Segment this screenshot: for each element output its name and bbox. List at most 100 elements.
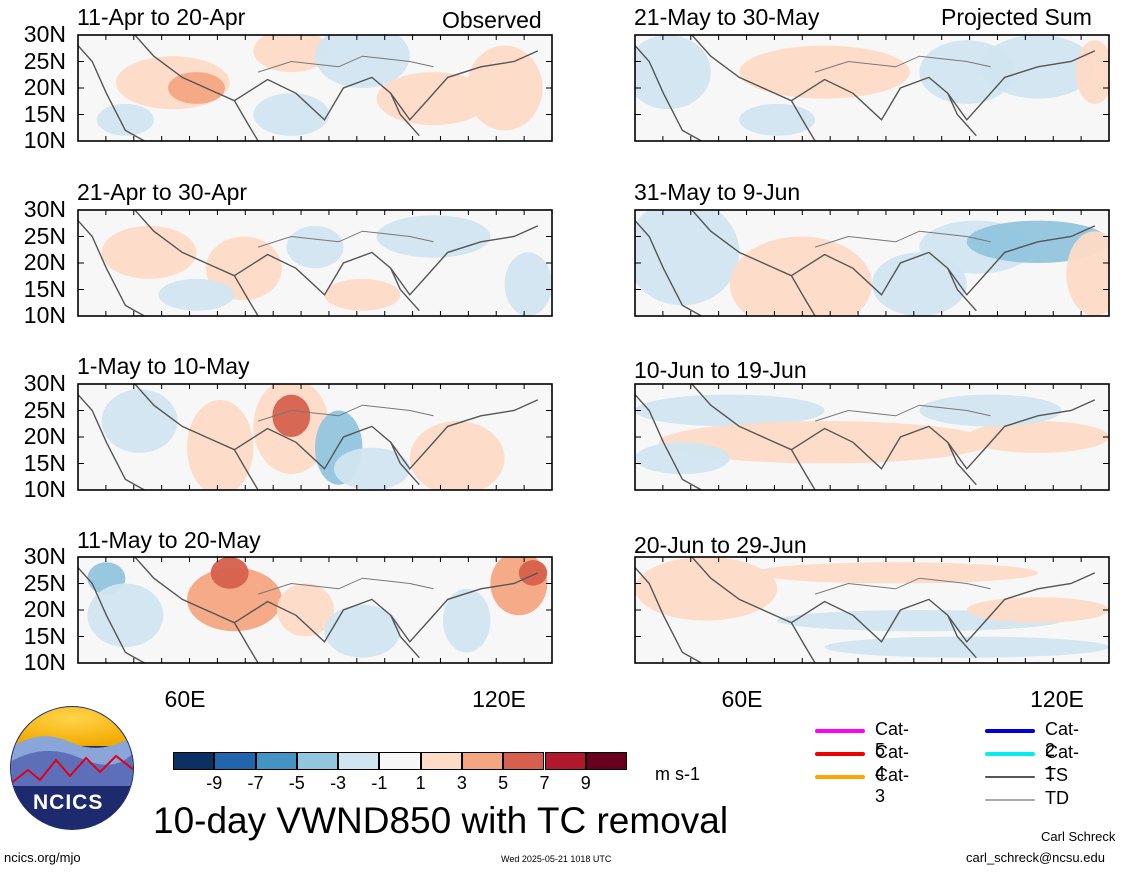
anomaly-contour (101, 389, 178, 453)
coastline (691, 210, 816, 316)
country-border (257, 577, 434, 595)
anomaly-contour (919, 394, 1062, 427)
coastline (691, 384, 816, 490)
coastline (78, 394, 145, 490)
x-tick-label: 120E (1030, 686, 1084, 712)
anomaly-contour (635, 557, 778, 621)
colorbar-tick-label: 9 (580, 773, 591, 793)
anomaly-contour (409, 421, 505, 490)
anomaly-contour (739, 45, 910, 99)
anomaly-contour (205, 236, 282, 301)
map-panel (634, 556, 1110, 664)
colorbar-swatch (503, 752, 545, 770)
coastline (947, 615, 977, 659)
colorbar-tick-label: 1 (415, 773, 426, 793)
anomaly-contour (315, 35, 410, 88)
anomaly-contour (1066, 231, 1109, 316)
logo-text: NCICS (33, 791, 104, 814)
panel-title: 21-Apr to 30-Apr (77, 179, 248, 205)
map-panel (77, 383, 553, 491)
legend-label: Cat-4 (875, 742, 910, 783)
legend-line (815, 775, 865, 779)
anomaly-contour (253, 93, 330, 136)
anomaly-contour (376, 72, 491, 126)
coastline (635, 567, 702, 663)
projected-sum-label: Projected Sum (941, 4, 1092, 30)
country-border (257, 230, 434, 248)
map-panel (634, 34, 1110, 142)
colorbar-tick-label: -7 (247, 773, 264, 793)
anomaly-contour (635, 35, 711, 110)
country-border (814, 55, 991, 73)
y-tick-label: 15N (23, 100, 66, 127)
panel-title: 21-May to 30-May (634, 4, 820, 30)
y-tick-label: 15N (23, 449, 66, 476)
legend-line (985, 776, 1035, 778)
anomaly-contour (324, 604, 401, 658)
legend-line (815, 729, 865, 733)
y-tick-label: 10N (23, 649, 66, 675)
chart-title: 10-day VWND850 with TC removal (153, 800, 729, 841)
y-tick-label: 30N (23, 21, 66, 47)
y-tick-label: 10N (23, 302, 66, 328)
map-panel (634, 209, 1110, 317)
coastline (635, 394, 702, 490)
anomaly-contour (324, 278, 401, 311)
coastline (635, 220, 702, 316)
x-tick-label: 120E (472, 686, 526, 712)
coastline (947, 93, 977, 137)
legend-line (985, 752, 1035, 756)
coastline (635, 45, 702, 141)
y-tick-label: 25N (23, 396, 66, 423)
anomaly-contour (518, 560, 548, 586)
anomaly-contour (333, 447, 410, 490)
coastline (134, 384, 259, 490)
country-border (814, 230, 991, 248)
colorbar-tick-label: 7 (539, 773, 550, 793)
panel-title: 31-May to 9-Jun (634, 179, 801, 205)
colorbar-swatch (338, 752, 380, 770)
coastline (134, 557, 259, 663)
colorbar-swatch (585, 752, 627, 770)
coastline (691, 557, 816, 663)
anomaly-contour (872, 252, 967, 316)
anomaly-contour (635, 394, 825, 427)
coastline (390, 93, 420, 137)
y-tick-label: 30N (23, 543, 66, 569)
legend-line (985, 729, 1035, 733)
colorbar-tick-label: -9 (206, 773, 223, 793)
ncics-logo (10, 706, 134, 830)
anomaly-contour (277, 583, 334, 637)
observed-label: Observed (442, 7, 542, 33)
y-tick-label: 30N (23, 196, 66, 222)
country-border (814, 404, 991, 422)
anomaly-contour (96, 103, 154, 136)
anomaly-contour (286, 225, 344, 269)
y-tick-label: 15N (23, 275, 66, 302)
coastline (947, 442, 977, 486)
country-border (814, 577, 991, 595)
colorbar-tick-label: -5 (288, 773, 305, 793)
colorbar-units: m s-1 (655, 764, 700, 784)
footer-author: Carl Schreck (1041, 829, 1116, 844)
anomaly-contour (101, 225, 197, 279)
coastline (691, 35, 816, 141)
colorbar-swatch (420, 752, 462, 770)
colorbar-swatch (214, 752, 256, 770)
y-tick-label: 25N (23, 569, 66, 596)
anomaly-contour (729, 236, 872, 316)
colorbar-tick-label: -1 (371, 773, 388, 793)
legend-label: Cat-3 (875, 765, 910, 806)
anomaly-contour (739, 103, 816, 136)
map-panel (634, 383, 1110, 491)
map-panel (77, 34, 553, 142)
country-border (257, 404, 434, 422)
footer-email[interactable]: carl_schreck@ncsu.edu (966, 850, 1105, 865)
footer-url[interactable]: ncics.org/mjo (4, 850, 81, 865)
footer-timestamp: Wed 2025-05-21 1018 UTC (501, 854, 612, 864)
anomaly-contour (168, 72, 225, 104)
coastline (78, 567, 145, 663)
y-tick-label: 20N (23, 74, 66, 100)
country-border (257, 55, 434, 73)
